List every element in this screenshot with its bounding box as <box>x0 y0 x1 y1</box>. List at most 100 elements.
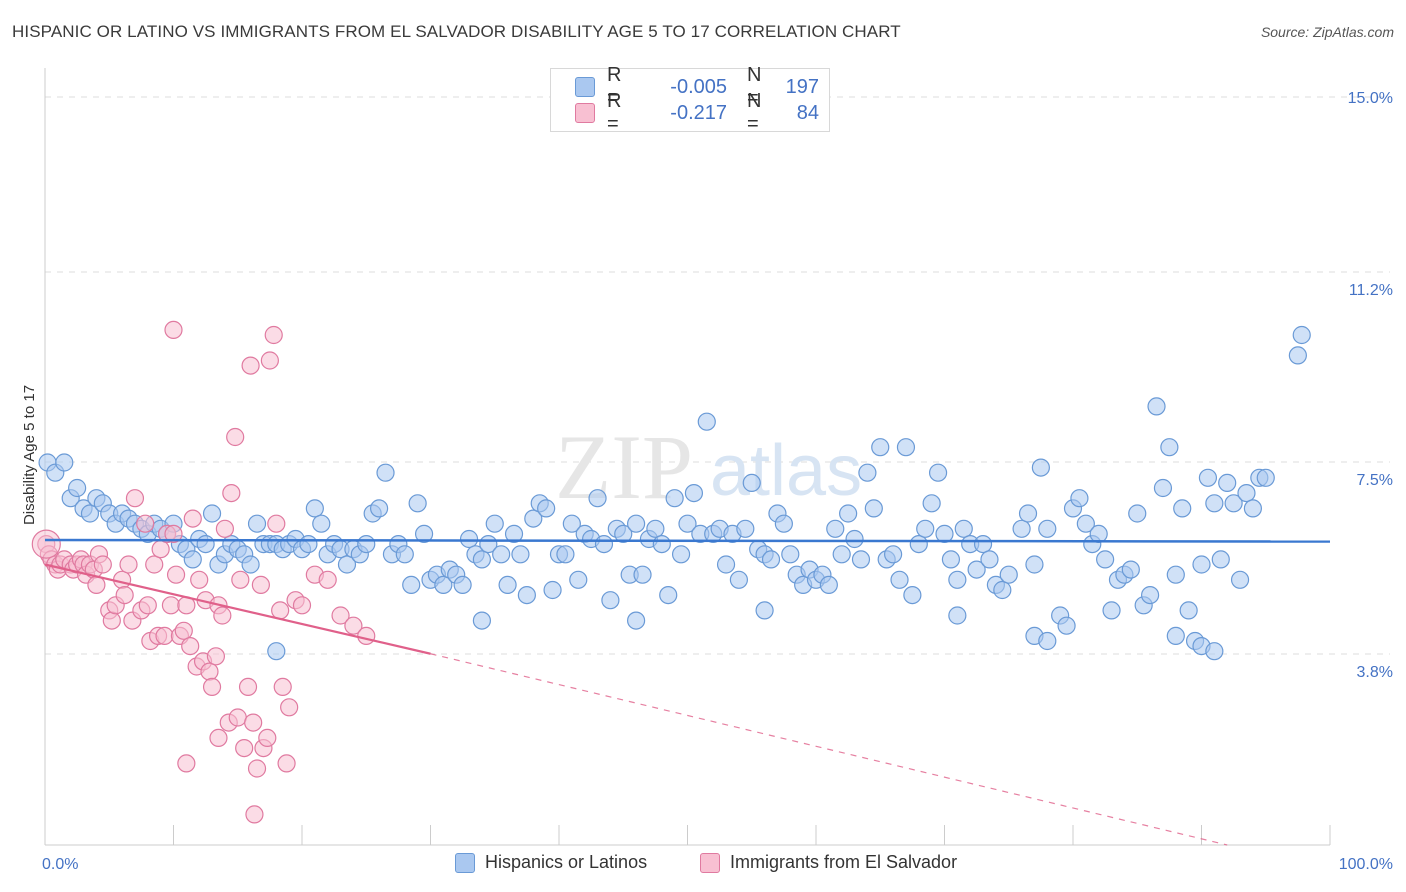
point-hispanics <box>472 550 491 569</box>
point-el-salvador <box>344 616 363 635</box>
point-hispanics <box>1205 642 1224 661</box>
legend-label-hispanics: Hispanics or Latinos <box>485 852 648 872</box>
point-hispanics <box>80 504 100 523</box>
point-hispanics <box>543 580 562 600</box>
point-el-salvador <box>177 754 196 773</box>
point-hispanics <box>832 545 851 564</box>
stats-legend: R = -0.005 N = 197 R = -0.217 N = 84 <box>550 64 830 135</box>
legend-swatch-hispanics <box>575 77 595 97</box>
point-el-salvador <box>183 509 202 528</box>
point-el-salvador <box>292 596 312 615</box>
legend-label-el-salvador: Immigrants from El Salvador <box>730 852 958 872</box>
point-el-salvador <box>115 585 134 605</box>
point-el-salvador <box>151 540 170 559</box>
point-el-salvador <box>136 514 155 533</box>
point-hispanics <box>896 438 916 457</box>
point-hispanics <box>864 499 883 518</box>
legend-swatch-el-salvador <box>575 103 595 123</box>
trend-lines <box>44 538 1331 846</box>
point-hispanics <box>414 524 434 544</box>
point-hispanics <box>1256 468 1275 487</box>
point-hispanics <box>1089 524 1108 544</box>
point-hispanics <box>1076 514 1095 533</box>
point-hispanics <box>1038 519 1057 538</box>
point-hispanics <box>524 509 543 528</box>
trend-line-el-salvador <box>44 563 431 655</box>
point-hispanics <box>665 489 684 508</box>
point-hispanics <box>755 601 774 620</box>
point-hispanics <box>537 499 556 518</box>
point-el-salvador <box>222 484 241 503</box>
point-hispanics <box>909 534 928 554</box>
point-el-salvador <box>31 529 61 559</box>
point-el-salvador <box>209 728 228 748</box>
point-el-salvador <box>138 596 157 615</box>
point-hispanics <box>267 642 286 661</box>
point-hispanics <box>434 575 453 595</box>
legend-r-label: R = <box>607 90 622 135</box>
point-hispanics <box>1153 478 1173 498</box>
point-hispanics <box>1292 325 1311 345</box>
point-hispanics <box>883 545 903 564</box>
point-hispanics <box>858 463 877 482</box>
point-hispanics <box>826 519 845 538</box>
trend-extension-el-salvador <box>430 653 1228 846</box>
point-hispanics <box>871 438 890 457</box>
point-el-salvador <box>213 606 232 625</box>
point-hispanics <box>55 453 74 472</box>
point-el-salvador <box>226 427 245 447</box>
series-el-salvador-points <box>31 320 376 824</box>
point-hispanics <box>890 570 909 589</box>
legend-row-el-salvador: R = -0.217 N = 84 <box>575 90 819 135</box>
point-hispanics <box>492 545 511 564</box>
point-el-salvador <box>164 524 183 544</box>
point-hispanics <box>241 555 260 574</box>
point-el-salvador <box>161 596 181 615</box>
y-tick-labels: 3.8% 7.5% 11.2% 15.0% <box>1348 90 1393 681</box>
point-hispanics <box>453 575 472 595</box>
x-tick-label: 100.0% <box>1339 856 1393 873</box>
point-hispanics <box>839 504 858 523</box>
point-el-salvador <box>238 677 258 697</box>
point-hispanics <box>1070 489 1089 508</box>
point-el-salvador <box>112 570 132 589</box>
watermark-atlas: atlas <box>710 431 862 511</box>
point-el-salvador <box>190 570 209 589</box>
point-el-salvador <box>280 698 299 717</box>
point-hispanics <box>716 555 736 574</box>
point-hispanics <box>646 519 665 538</box>
point-hispanics <box>562 514 581 533</box>
point-hispanics <box>935 524 954 544</box>
series-hispanics-points <box>38 325 1311 661</box>
point-hispanics <box>1018 504 1038 523</box>
legend-n-label: N = <box>747 90 762 135</box>
point-hispanics <box>1179 601 1198 620</box>
point-hispanics <box>954 519 973 538</box>
bottom-legend-hispanics[interactable]: Hispanics or Latinos <box>455 852 647 873</box>
point-hispanics <box>973 534 993 554</box>
point-hispanics <box>1038 631 1057 651</box>
point-hispanics <box>742 473 761 492</box>
point-hispanics <box>845 529 864 549</box>
point-hispanics <box>1211 550 1230 569</box>
point-hispanics <box>504 524 524 544</box>
point-hispanics <box>472 611 491 630</box>
point-hispanics <box>402 575 421 595</box>
point-hispanics <box>1237 484 1256 503</box>
point-hispanics <box>941 550 961 569</box>
point-el-salvador <box>200 662 219 681</box>
x-tick-labels: 0.0% 100.0% <box>42 856 1393 873</box>
x-tick-label: 0.0% <box>42 856 78 873</box>
point-hispanics <box>922 494 941 513</box>
point-el-salvador <box>119 555 138 574</box>
y-axis-title: Disability Age 5 to 17 <box>21 385 38 525</box>
point-hispanics <box>1230 570 1250 589</box>
point-hispanics <box>1173 499 1192 518</box>
point-hispanics <box>851 550 871 569</box>
bottom-legend-el-salvador[interactable]: Immigrants from El Salvador <box>700 852 957 873</box>
point-el-salvador <box>202 677 222 697</box>
point-hispanics <box>1096 550 1115 569</box>
point-hispanics <box>1057 616 1076 635</box>
point-hispanics <box>967 560 986 579</box>
